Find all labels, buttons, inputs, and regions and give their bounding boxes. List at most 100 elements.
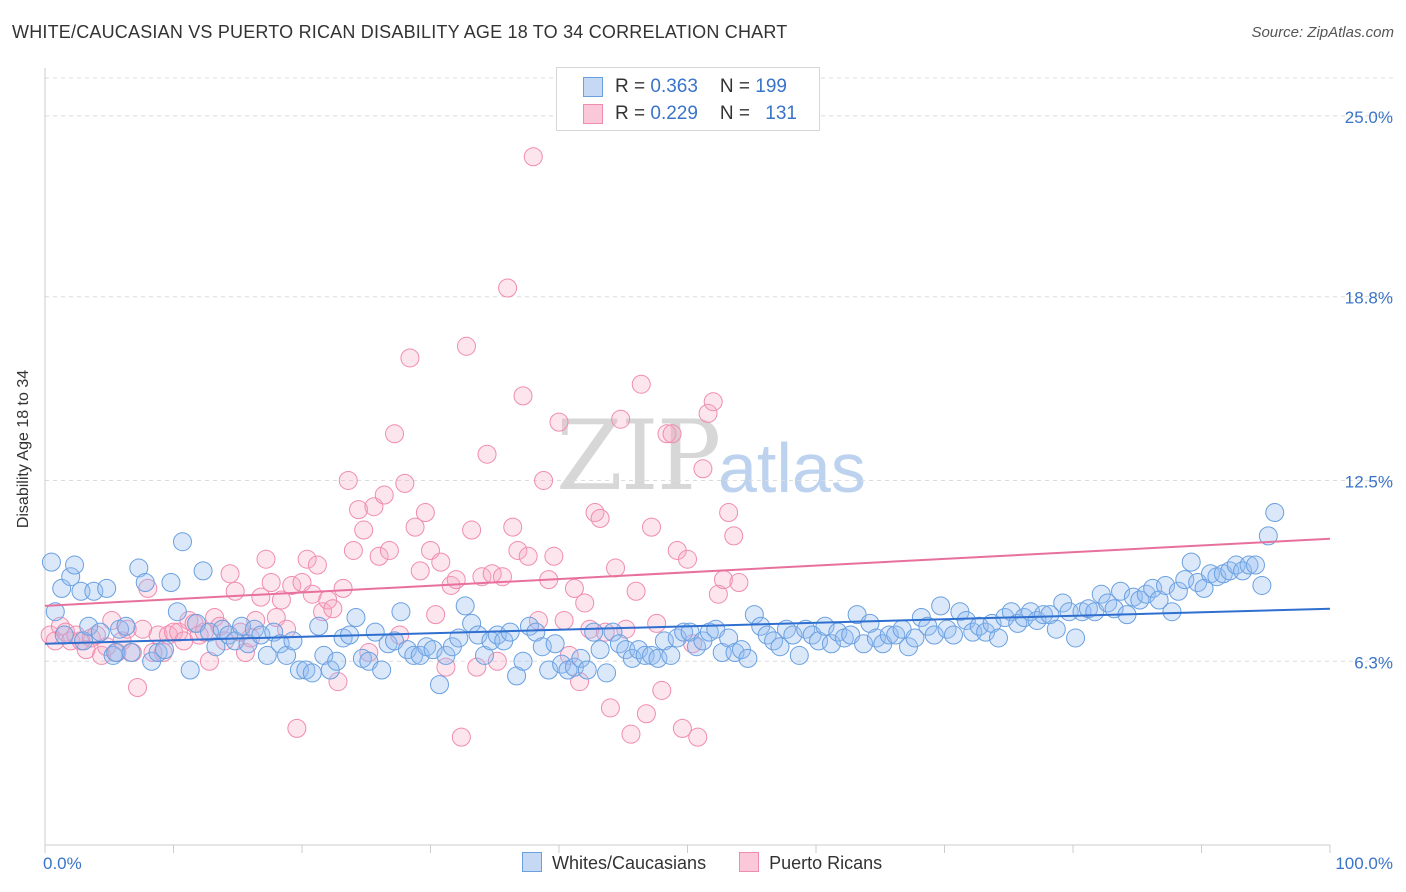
blue-point: [161, 573, 181, 593]
blue-point: [283, 631, 303, 651]
pink-point: [544, 546, 564, 566]
blue-point: [1104, 599, 1124, 619]
blue-point: [45, 602, 65, 622]
source-label: Source: ZipAtlas.com: [1251, 24, 1394, 41]
x-tick-label-min: 0.0%: [43, 854, 82, 873]
blue-point: [821, 634, 841, 654]
pink-point: [297, 549, 317, 569]
legend-pink-r-value: 0.229: [650, 103, 698, 124]
pink-point: [523, 147, 543, 167]
bottom-legend-swatch-blue: [522, 852, 542, 872]
blue-point: [1239, 555, 1259, 575]
pink-point: [606, 558, 626, 578]
pink-trend-line: [44, 537, 1331, 607]
blue-point: [135, 573, 155, 593]
legend-blue-n-label: N =: [719, 76, 756, 97]
blue-point: [648, 648, 668, 668]
legend-swatch-pink: [583, 103, 603, 124]
legend-row-blue: R = 0.363 N = 199: [583, 76, 787, 100]
blue-point: [1033, 605, 1053, 625]
pink-point: [333, 578, 353, 598]
pink-point: [215, 631, 235, 651]
blue-point: [1066, 628, 1086, 648]
blue-point: [54, 625, 74, 645]
pink-point: [713, 570, 733, 590]
blue-point: [41, 552, 61, 572]
blue-point: [545, 634, 565, 654]
blue-point: [167, 602, 187, 622]
blue-point: [346, 608, 366, 628]
pink-point: [385, 424, 405, 444]
blue-point: [65, 555, 85, 575]
pink-point: [698, 403, 718, 423]
pink-point: [503, 517, 523, 537]
blue-point: [1252, 575, 1272, 595]
pink-point: [205, 608, 225, 628]
blue-point: [577, 660, 597, 680]
x-tick-label-max: 100.0%: [1335, 854, 1393, 873]
pink-point: [323, 599, 343, 619]
blue-point: [597, 663, 617, 683]
blue-point: [1046, 619, 1066, 639]
pink-point: [518, 546, 538, 566]
blue-point: [270, 634, 290, 654]
blue-point: [79, 616, 99, 636]
pink-point: [400, 348, 420, 368]
blue-point: [257, 645, 277, 665]
pink-point: [271, 590, 291, 610]
blue-point: [590, 640, 610, 660]
pink-point: [251, 587, 271, 607]
blue-trend-line: [44, 607, 1331, 645]
pink-point: [693, 459, 713, 479]
blue-point: [770, 637, 790, 657]
legend-pink-r-label: R =: [615, 103, 651, 124]
blue-point: [539, 660, 559, 680]
blue-point: [1245, 555, 1265, 575]
blue-point: [365, 622, 385, 642]
pink-point: [349, 500, 369, 520]
blue-point: [513, 651, 533, 671]
blue-point: [1181, 552, 1201, 572]
blue-point: [854, 634, 874, 654]
blue-point: [635, 645, 655, 665]
blue-point: [84, 581, 104, 601]
pink-point: [395, 473, 415, 493]
pink-point: [647, 613, 667, 633]
blue-point: [172, 532, 192, 552]
blue-point: [1258, 526, 1278, 546]
bottom-legend-swatch-pink: [739, 852, 760, 872]
pink-point: [672, 718, 692, 738]
blue-point: [738, 648, 758, 668]
pink-point: [415, 503, 435, 523]
blue-point: [943, 625, 963, 645]
pink-point: [379, 540, 399, 560]
bottom-legend-blue-label: Whites/Caucasians: [552, 853, 707, 873]
blue-point: [106, 643, 126, 663]
legend-row-pink: R = 0.229 N = 131: [583, 103, 797, 127]
pink-point: [570, 672, 590, 692]
blue-point: [423, 640, 443, 660]
blue-point: [924, 625, 944, 645]
blue-point: [302, 663, 322, 683]
pink-point: [307, 555, 327, 575]
pink-point: [549, 412, 569, 432]
blue-point: [155, 640, 175, 660]
blue-point: [116, 616, 136, 636]
pink-point: [600, 698, 620, 718]
blue-point: [956, 610, 976, 630]
pink-point: [261, 573, 281, 593]
legend-blue-r-label: R =: [615, 76, 651, 97]
pink-point: [652, 680, 672, 700]
blue-point: [372, 660, 392, 680]
bottom-legend-pink: Puerto Ricans: [739, 852, 882, 874]
blue-point: [1001, 602, 1021, 622]
pink-point: [287, 718, 307, 738]
y-tick-label: 12.5%: [1345, 472, 1393, 491]
blue-point: [879, 625, 899, 645]
pink-point: [405, 517, 425, 537]
pink-point: [564, 578, 584, 598]
blue-point: [674, 622, 694, 642]
blue-point: [905, 628, 925, 648]
pink-point: [724, 526, 744, 546]
